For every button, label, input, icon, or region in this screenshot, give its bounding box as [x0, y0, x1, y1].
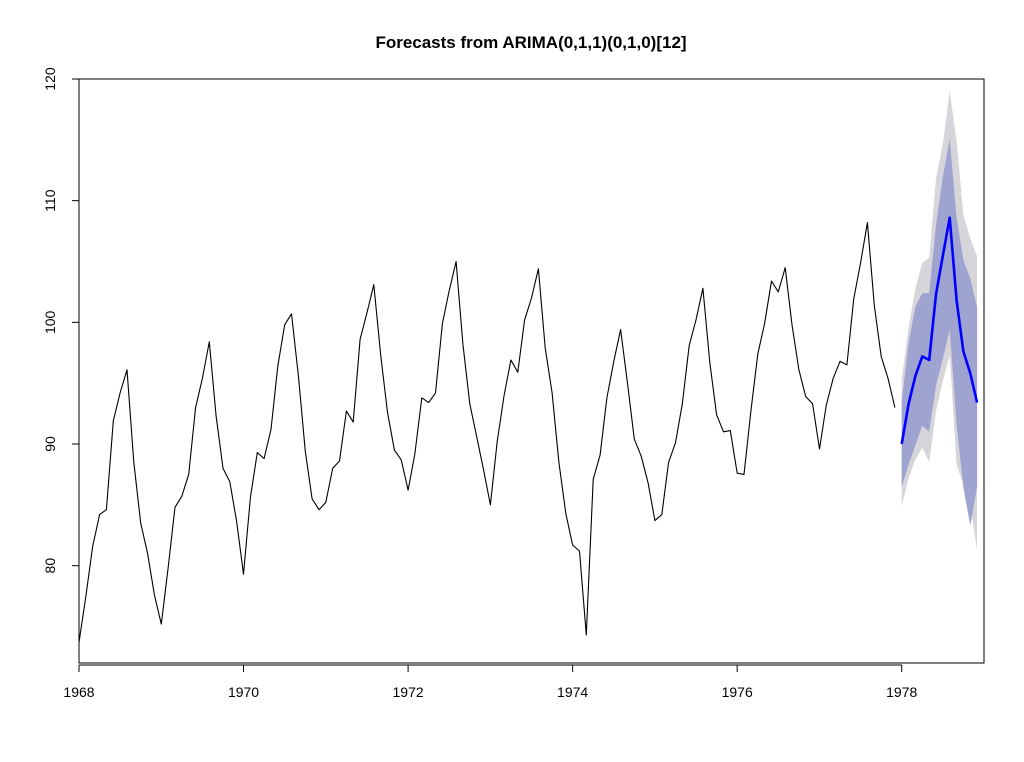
x-axis: 1968 1970 1972 1974 1976 1978	[63, 664, 918, 700]
y-tick-label: 80	[42, 558, 58, 574]
x-tick-label: 1968	[63, 684, 94, 700]
x-tick-label: 1970	[228, 684, 259, 700]
series-lines	[78, 216, 979, 643]
x-tick-label: 1974	[557, 684, 588, 700]
prediction-intervals	[901, 91, 978, 550]
history-line	[78, 222, 896, 643]
band-80	[901, 138, 978, 526]
y-axis: 80 90 100 110 120	[42, 67, 80, 574]
y-tick-label: 110	[42, 189, 58, 212]
chart-title: Forecasts from ARIMA(0,1,1)(0,1,0)[12]	[375, 33, 686, 52]
y-tick-label: 100	[42, 310, 58, 334]
y-tick-label: 90	[42, 436, 58, 452]
y-tick-label: 120	[42, 67, 58, 91]
forecast-line	[900, 216, 979, 445]
plot-frame	[78, 78, 985, 664]
x-tick-label: 1978	[886, 684, 917, 700]
x-tick-label: 1976	[722, 684, 753, 700]
x-tick-label: 1972	[393, 684, 424, 700]
